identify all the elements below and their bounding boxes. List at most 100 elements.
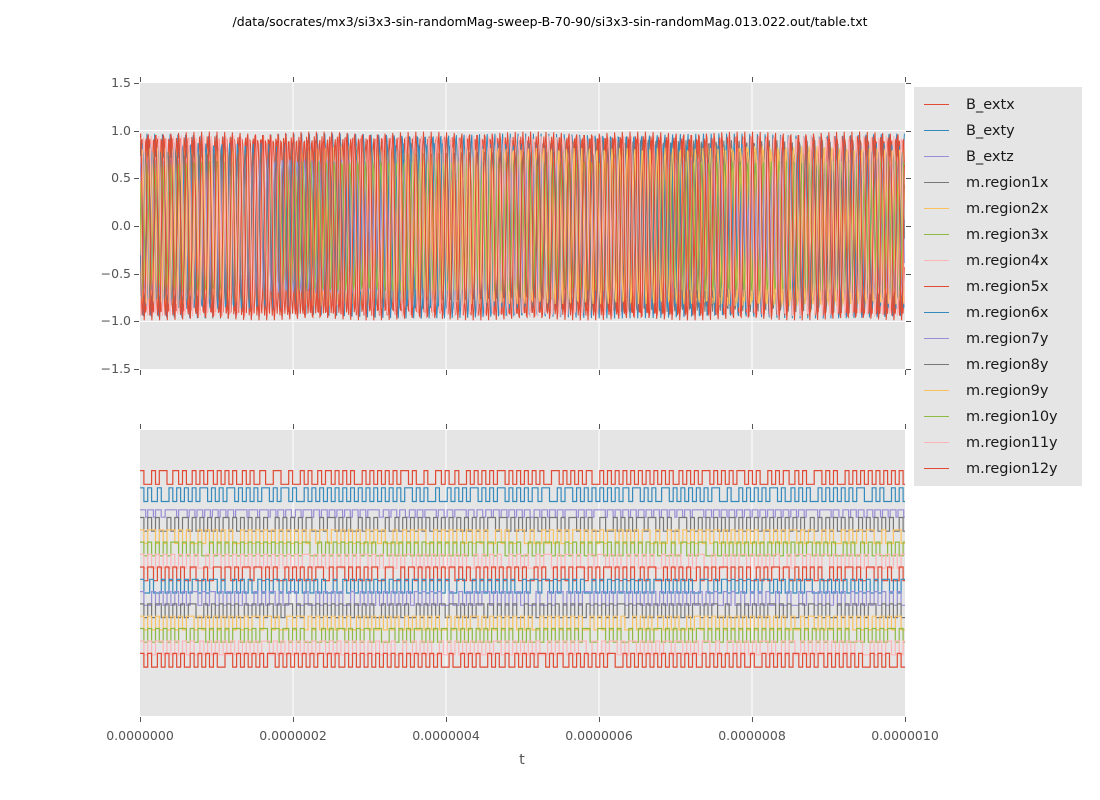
y-tick-label: 0.5	[111, 170, 131, 186]
legend-item: m.region3x	[914, 222, 1082, 247]
tick-mark	[906, 178, 911, 180]
series-m.region12y	[139, 131, 905, 321]
legend-item-label: m.region3x	[966, 226, 1049, 243]
tick-mark	[752, 424, 753, 429]
legend-line-swatch	[924, 312, 949, 313]
tick-mark	[446, 717, 447, 722]
legend-item-label: m.region10y	[966, 408, 1058, 425]
tick-mark	[905, 77, 906, 82]
tick-mark	[140, 424, 141, 429]
legend-line-swatch	[924, 364, 949, 365]
series-m.region1x	[140, 516, 905, 532]
tick-mark	[905, 717, 906, 722]
legend-item: B_exty	[914, 118, 1082, 143]
legend-item: m.region2x	[914, 196, 1082, 221]
series-m.region6x	[140, 578, 905, 594]
tick-mark	[905, 424, 906, 429]
tick-mark	[140, 370, 141, 375]
tick-mark	[134, 178, 139, 180]
legend-item-label: m.region5x	[966, 278, 1049, 295]
series-B_exty	[140, 487, 905, 503]
legend-line-swatch	[924, 104, 949, 105]
legend-line-swatch	[924, 234, 949, 235]
legend-item-label: m.region11y	[966, 434, 1058, 451]
legend-item: B_extz	[914, 144, 1082, 169]
series-m.region12y	[140, 652, 905, 668]
legend-line-swatch	[924, 442, 949, 443]
legend-item: m.region12y	[914, 456, 1082, 481]
legend-line-swatch	[924, 208, 949, 209]
series-B_extx	[140, 470, 905, 485]
tick-mark	[906, 83, 911, 84]
series-m.region11y	[139, 135, 905, 317]
legend-item-label: m.region4x	[966, 252, 1049, 269]
tick-mark	[599, 717, 600, 722]
tick-mark	[905, 370, 906, 375]
legend-item-label: B_extx	[966, 96, 1015, 113]
tick-mark	[752, 370, 753, 375]
tick-mark	[134, 273, 139, 275]
bottom-plot	[140, 430, 905, 716]
legend-item-label: m.region9y	[966, 382, 1049, 399]
legend-line-swatch	[924, 338, 949, 339]
tick-mark	[599, 370, 600, 375]
legend-line-swatch	[924, 390, 949, 391]
y-tick-label: 1.5	[111, 75, 131, 90]
y-tick-label: −0.5	[100, 265, 131, 281]
x-tick-label: 0.0000004	[412, 728, 480, 743]
legend-item-label: m.region8y	[966, 356, 1049, 373]
x-tick-label: 0.0000010	[871, 728, 939, 743]
tick-mark	[599, 424, 600, 429]
series-m.region10y	[140, 627, 905, 643]
series-m.region7y	[139, 159, 905, 293]
legend-item: B_extx	[914, 92, 1082, 117]
legend-item: m.region8y	[914, 352, 1082, 377]
y-tick-label: −1.5	[100, 361, 131, 376]
legend-line-swatch	[924, 416, 949, 417]
legend-line-swatch	[924, 260, 949, 261]
tick-mark	[752, 717, 753, 722]
tick-mark	[293, 424, 294, 429]
tick-mark	[134, 369, 139, 370]
legend-item-label: m.region2x	[966, 200, 1049, 217]
bottom-waveform-svg	[140, 430, 905, 716]
legend-item: m.region5x	[914, 274, 1082, 299]
x-tick-label: 0.0000002	[259, 728, 327, 743]
series-m.region8y	[140, 603, 905, 619]
legend-item-label: m.region12y	[966, 460, 1058, 477]
tick-mark	[446, 370, 447, 375]
series-B_extz	[140, 509, 905, 518]
legend-item: m.region7y	[914, 326, 1082, 351]
series-m.region7y	[140, 591, 905, 606]
legend-item-label: m.region1x	[966, 174, 1049, 191]
tick-mark	[134, 130, 139, 132]
legend-line-swatch	[924, 468, 949, 469]
legend-item: m.region10y	[914, 404, 1082, 429]
legend-item-label: m.region6x	[966, 304, 1049, 321]
legend-item: m.region9y	[914, 378, 1082, 403]
x-tick-label: 0.0000000	[106, 728, 174, 743]
legend: B_extx B_exty B_extz m.region1x m.region2x m.…	[914, 87, 1082, 486]
tick-mark	[599, 77, 600, 82]
tick-mark	[134, 321, 139, 323]
figure-title: /data/socrates/mx3/si3x3-sin-randomMag-s…	[232, 14, 868, 29]
legend-item-label: B_exty	[966, 122, 1015, 139]
tick-mark	[140, 717, 141, 722]
x-tick-label: 0.0000008	[718, 728, 786, 743]
tick-mark	[134, 83, 139, 84]
legend-item: m.region1x	[914, 170, 1082, 195]
legend-line-swatch	[924, 130, 949, 131]
series-m.region3x	[140, 541, 905, 557]
y-tick-label: −1.0	[100, 313, 131, 329]
tick-mark	[293, 370, 294, 375]
y-tick-label: 1.0	[111, 122, 131, 138]
tick-mark	[906, 226, 911, 227]
series-m.region9y	[140, 615, 905, 631]
y-tick-label: 0.0	[111, 218, 131, 233]
legend-item: m.region6x	[914, 300, 1082, 325]
tick-mark	[134, 226, 139, 227]
series-m.region11y	[140, 640, 905, 656]
tick-mark	[906, 273, 911, 275]
legend-item: m.region11y	[914, 430, 1082, 455]
